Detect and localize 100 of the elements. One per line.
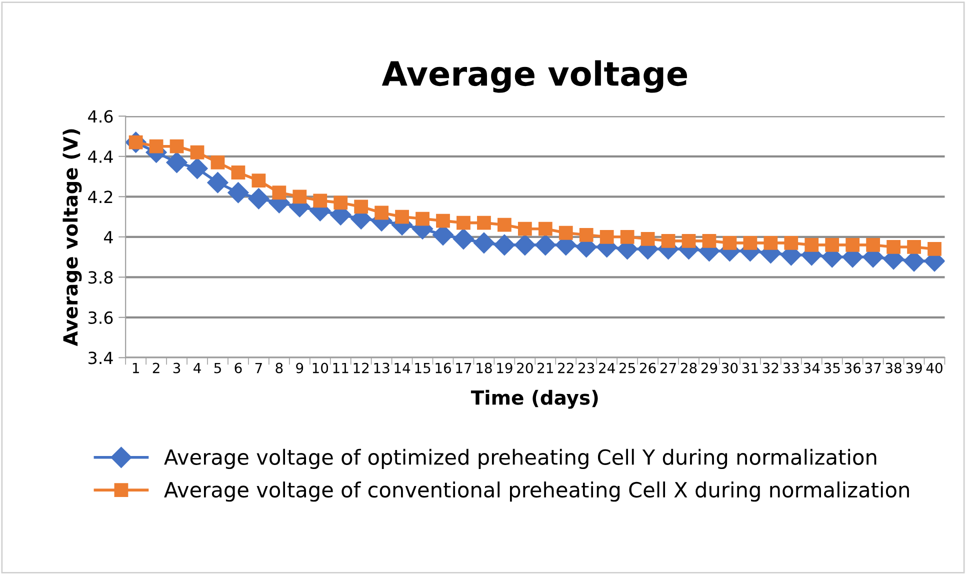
point [804,238,819,252]
point [534,234,556,256]
point [190,145,204,160]
point [228,182,249,204]
point [538,222,552,236]
point [620,230,634,244]
x-tick-label: 26 [640,362,656,374]
point [452,228,474,250]
point [374,206,389,220]
point [514,234,536,256]
x-tick-label: 18 [476,362,492,374]
x-tick-label: 37 [865,362,881,374]
x-tick-label: 27 [660,362,676,374]
point [702,234,716,248]
point [210,155,225,170]
x-tick-label: 5 [214,362,221,374]
x-tick-label: 36 [844,362,861,374]
x-tick-label: 28 [680,362,697,374]
point [473,232,494,254]
point [252,174,266,188]
y-tick-label: 4.6 [88,110,113,123]
x-tick-label: 17 [456,362,472,374]
point [825,238,840,252]
point [248,188,270,210]
x-tick-label: 32 [762,362,778,374]
x-tick-label: 9 [296,362,304,374]
x-tick-label: 12 [354,362,369,374]
point [494,234,515,256]
point [186,158,208,179]
x-tick-label: 34 [804,362,820,374]
x-tick-label: 1 [132,362,139,374]
x-tick-label: 38 [886,362,902,374]
x-tick-label: 2 [152,362,160,374]
point [313,194,328,208]
point [436,214,450,228]
y-tick-label: 4.2 [88,190,112,203]
x-tick-label: 21 [538,362,553,374]
legend-label: Average voltage of conventional preheating Cell X during normalization [164,482,909,502]
point [334,196,348,210]
x-tick-label: 22 [558,362,574,374]
point [600,230,614,244]
point [149,139,164,154]
point [743,236,758,250]
point [231,166,246,180]
y-tick-label: 4.4 [88,150,113,163]
legend-label: Average voltage of optimized preheating Cell Y during normalization [164,448,876,470]
point [846,238,860,252]
point [395,210,409,224]
point [764,236,778,250]
x-tick-label: 25 [620,362,635,374]
x-tick-label: 3 [173,362,180,374]
point [886,240,900,254]
point [456,216,470,230]
x-tick-label: 4 [194,362,201,374]
point [722,236,737,250]
x-tick-label: 13 [374,362,390,374]
x-tick-label: 40 [926,362,942,374]
point [498,218,512,232]
x-tick-label: 33 [783,362,799,374]
x-tick-label: 20 [517,362,533,374]
point [558,226,573,240]
point [928,242,942,256]
x-tick-label: 10 [312,362,328,374]
x-tick-label: 35 [824,362,840,374]
x-axis-title: Time (days) [470,390,598,409]
point [907,240,921,254]
point [640,232,655,246]
y-tick-label: 3.4 [88,352,113,364]
point [170,139,184,154]
point [354,200,368,214]
point [166,152,188,173]
y-tick-label: 3.6 [88,311,113,324]
x-tick-label: 7 [255,362,262,374]
y-axis-title: Average voltage (V) [62,129,82,346]
x-tick-label: 15 [415,362,430,374]
point [518,222,532,236]
x-tick-label: 19 [497,362,512,374]
x-tick-label: 30 [722,362,738,374]
x-tick-label: 31 [742,362,758,374]
x-tick-label: 24 [599,362,615,374]
x-tick-label: 14 [394,362,410,374]
x-tick-label: 6 [234,362,242,374]
y-tick-label: 4 [104,231,113,244]
y-tick-label: 3.8 [88,271,113,284]
x-tick-label: 29 [701,362,718,374]
x-tick-label: 16 [436,362,451,374]
point [292,190,307,204]
x-tick-label: 39 [906,362,922,374]
point [661,234,676,248]
point [477,216,491,230]
x-tick-label: 8 [276,362,283,374]
point [579,228,594,242]
point [784,236,798,250]
point [272,186,286,200]
point [866,238,880,252]
x-tick-label: 11 [333,362,348,374]
chart-title: Average voltage [382,60,687,93]
point [682,234,696,248]
point [207,172,228,194]
x-tick-label: 23 [578,362,594,374]
